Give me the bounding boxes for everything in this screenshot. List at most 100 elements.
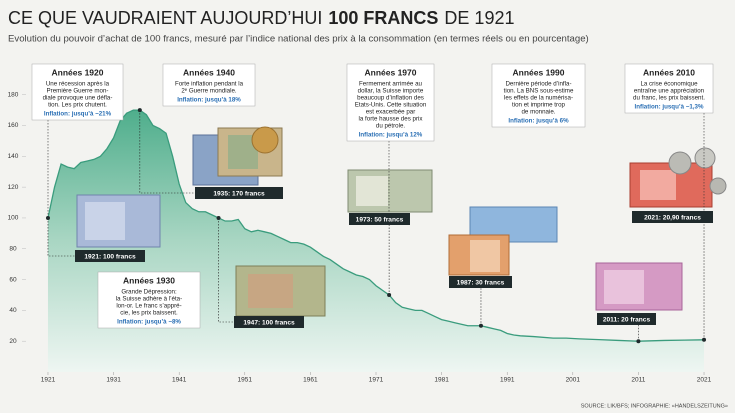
banknote-detail (356, 176, 388, 206)
period-box (162, 63, 256, 107)
period-title: Années 2010 (643, 67, 695, 77)
area (47, 110, 705, 373)
marker (636, 339, 641, 344)
period-text: du franc, les prix baissent. (633, 95, 705, 102)
period-text: Première Guerre mon- (47, 88, 109, 95)
period-box (31, 63, 124, 121)
period-text: entraîne une appréciation (634, 88, 705, 95)
y-tick-label: 160 (8, 122, 19, 129)
y-tick-label: 180 (8, 91, 19, 98)
x-tick-label: 2001 (566, 377, 581, 384)
line (47, 109, 705, 342)
marker-label: 2011: 20 francs (603, 316, 651, 323)
period-text: de monnaie. (521, 109, 555, 116)
x-tick-label: 2011 (631, 377, 645, 384)
period-box (346, 63, 435, 142)
period-text: beaucoup d’inflation des (357, 95, 424, 102)
period-inflation: Inflation: jusqu’à 18% (177, 97, 241, 104)
period-title: Années 1970 (365, 67, 417, 77)
marker-label: 1935: 170 francs (213, 190, 265, 197)
y-tick-label: 20 (9, 338, 17, 345)
marker-label-box (195, 187, 283, 199)
marker-label: 1973: 50 francs (356, 216, 404, 223)
marker-label: 1947: 100 francs (243, 319, 295, 326)
period-box (624, 63, 714, 114)
title-part: 100 FRANCS (328, 8, 438, 28)
x-tick-label: 1921 (41, 377, 56, 384)
x-tick-label: 1941 (172, 377, 187, 384)
period-text: tion. La BNS sous-estime (504, 88, 574, 95)
period-text: tion et imprime trop (512, 102, 566, 109)
period-inflation: Inflation: jusqu’à 12% (359, 132, 423, 139)
period-box (491, 63, 586, 128)
period-inflation: Inflation: jusqu’à −8% (117, 319, 181, 326)
connector (47, 217, 75, 257)
banknote-detail (604, 270, 644, 304)
coin (251, 126, 279, 154)
title: CE QUE VAUDRAIENT AUJOURD’HUI 100 FRANCS D… (8, 8, 514, 28)
y-tick-label: 40 (9, 307, 17, 314)
period-inflation: Inflation: jusqu’à 6% (508, 118, 569, 125)
period-text: cie, les prix baissent. (120, 310, 178, 317)
x-tick-label: 1951 (238, 377, 253, 384)
period-text: dollar, la Suisse importe (358, 88, 424, 95)
marker-label-box (234, 316, 304, 328)
title-part: DE 1921 (444, 8, 514, 28)
period-text: tion. Les prix chutent. (48, 102, 107, 109)
period-text: est exacerbée par (366, 109, 416, 116)
y-tick-label: 140 (8, 153, 19, 160)
x-tick-label: 1931 (106, 377, 121, 384)
period-text: les effets de la numérisa- (504, 95, 573, 102)
x-tick-label: 2021 (697, 377, 712, 384)
coin (694, 147, 716, 169)
period-inflation: Inflation: jusqu’à −21% (44, 111, 112, 118)
period-text: Fermement arrimée au (359, 81, 422, 88)
period-text: Etats-Unis. Cette situation (355, 102, 427, 109)
banknote-detail (85, 202, 125, 240)
marker-label-box (597, 313, 656, 325)
period-title: Années 1920 (52, 67, 104, 77)
period-box (97, 271, 201, 329)
banknotes (76, 126, 727, 317)
marker-label: 1921: 100 francs (84, 253, 136, 260)
y-tick-label: 120 (8, 184, 19, 191)
marker-label-box (349, 213, 410, 225)
subtitle: Evolution du pouvoir d’achat de 100 fran… (8, 34, 589, 45)
title-part: CE QUE VAUDRAIENT AUJOURD’HUI (8, 8, 322, 28)
marker (45, 215, 50, 220)
period-title: Années 1930 (123, 275, 175, 285)
banknote-detail (248, 274, 293, 308)
marker (702, 337, 707, 342)
period-text: Forte inflation pendant la (175, 81, 244, 88)
x-tick-label: 1991 (500, 377, 515, 384)
plot: 20 40 60 80 100 120 140 160 180 1921 1931 1941 1951 1… (8, 91, 712, 383)
period-title: Années 1990 (513, 67, 565, 77)
annotations: Années 1920 Une récession après laPremièr… (31, 63, 714, 344)
period-text: Dernière période d’infla- (505, 81, 571, 88)
connector (139, 110, 195, 194)
x-tick-label: 1981 (434, 377, 449, 384)
period-text: la Suisse adhère à l’éta- (116, 296, 182, 303)
period-text: Une récession après la (46, 81, 110, 88)
coin (668, 151, 692, 175)
marker-label-box (75, 250, 145, 262)
marker (478, 323, 483, 328)
period-text: diale provoque une défla- (43, 95, 113, 102)
period-text: La crise économique (640, 81, 698, 88)
coin (709, 177, 727, 195)
marker-label-box (632, 211, 713, 223)
source: SOURCE: LIK/BFS; INFOGRAPHIE: «HANDELSZE… (581, 403, 728, 409)
banknote-detail (470, 240, 500, 272)
marker (137, 108, 142, 113)
period-text: la forte hausse des prix (359, 116, 424, 123)
marker-label: 1987: 30 francs (457, 279, 505, 286)
x-tick-label: 1961 (303, 377, 318, 384)
marker (216, 215, 221, 220)
y-tick-label: 80 (9, 245, 17, 252)
marker (387, 292, 392, 297)
y-tick-label: 60 (9, 276, 17, 283)
period-text: lon-or. Le franc s’appré- (116, 303, 181, 310)
period-text: du pétrole. (376, 123, 406, 130)
period-title: Années 1940 (183, 67, 235, 77)
